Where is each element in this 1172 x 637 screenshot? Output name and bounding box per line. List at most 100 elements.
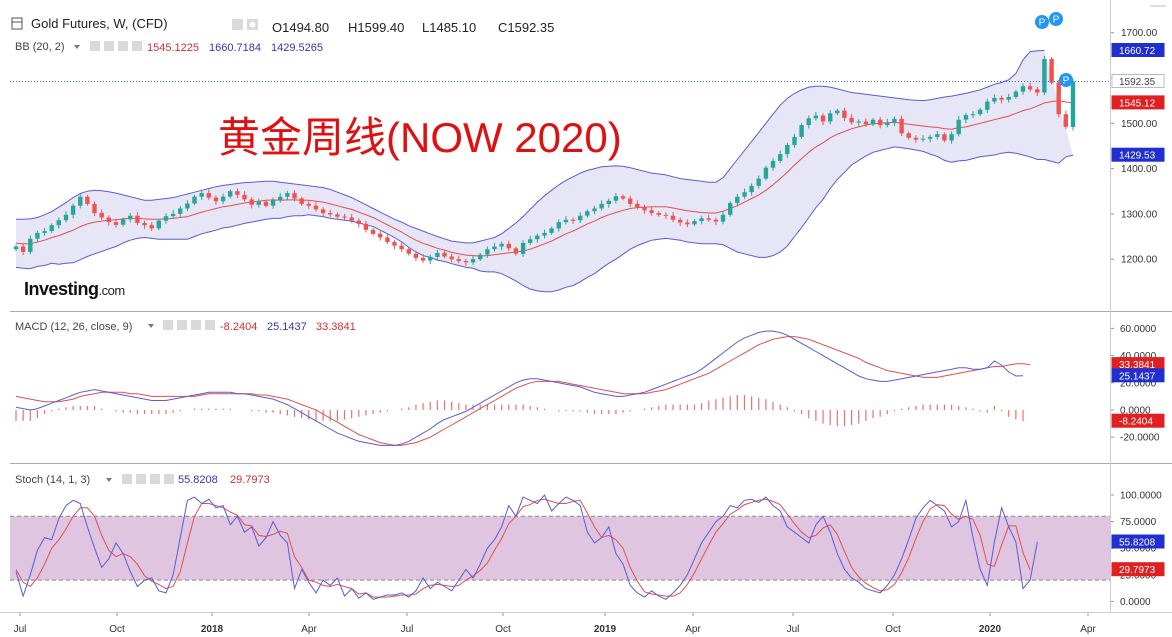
candle — [699, 218, 704, 222]
price-axis-tag-box — [1111, 147, 1165, 162]
pivot-marker-label: P — [1039, 18, 1046, 29]
macd-tick-label: -20.0000 — [1120, 433, 1160, 444]
candle — [1042, 59, 1047, 93]
candle — [185, 203, 190, 209]
macd-tick-label: 0.0000 — [1120, 406, 1151, 417]
candle — [899, 118, 904, 134]
candle — [228, 191, 233, 197]
candle — [499, 243, 504, 247]
candle — [720, 214, 726, 222]
candle — [906, 133, 911, 138]
candle — [170, 213, 176, 217]
candle — [456, 259, 461, 261]
candle — [49, 225, 54, 232]
time-tick-label: Oct — [109, 624, 125, 635]
candle — [442, 252, 447, 257]
candle — [849, 117, 854, 123]
candle — [320, 209, 326, 213]
candle — [428, 256, 433, 261]
time-tick-label: 2020 — [979, 624, 1002, 635]
candle — [549, 228, 554, 233]
candle — [1049, 59, 1054, 83]
candle — [656, 213, 661, 215]
candle — [835, 110, 840, 114]
candle — [242, 194, 247, 200]
price-tick-label: 1200.00 — [1121, 255, 1158, 266]
candle — [342, 216, 347, 218]
candle — [292, 193, 297, 199]
macd-value: 25.1437 — [267, 321, 307, 333]
macd-indicator-label[interactable]: MACD (12, 26, close, 9) — [15, 321, 132, 333]
candle — [406, 249, 411, 254]
ohlc-high: H1599.40 — [348, 20, 404, 35]
candle — [870, 119, 876, 125]
candle — [449, 256, 454, 260]
candle — [628, 198, 633, 204]
macd-axis-tag-box — [1111, 368, 1165, 383]
bb-upper-line — [16, 50, 1045, 244]
bb-indicator-buttons[interactable] — [74, 41, 142, 51]
candle — [306, 203, 311, 206]
candle — [149, 225, 154, 229]
candle — [349, 217, 354, 221]
macd-indicator-buttons[interactable] — [148, 320, 215, 330]
candle — [842, 110, 847, 118]
candle — [285, 193, 290, 197]
time-tick-label: Jul — [14, 624, 27, 635]
price-axis-tag-box — [1111, 43, 1165, 57]
candle — [249, 199, 254, 205]
candle — [749, 185, 754, 193]
candle — [520, 242, 526, 254]
macd-tick-label: 20.0000 — [1120, 378, 1157, 389]
candle — [156, 220, 161, 229]
ohlc-low: L1485.10 — [422, 20, 476, 35]
candle — [106, 217, 111, 222]
candle — [213, 197, 219, 202]
candle — [799, 125, 804, 137]
candle — [1070, 81, 1076, 127]
symbol-title: Gold Futures, W, (CFD) — [31, 16, 168, 31]
candle — [649, 210, 654, 213]
macd-line — [15, 330, 1024, 446]
candle — [356, 220, 361, 224]
overlay-title: 黄金周线(NOW 2020) — [218, 114, 622, 161]
candle — [35, 232, 40, 239]
candle — [878, 119, 883, 126]
candle — [420, 257, 426, 261]
symbol-settings-buttons[interactable] — [232, 19, 258, 30]
candle — [370, 229, 376, 234]
candle — [592, 208, 597, 212]
candle — [1035, 89, 1040, 93]
candle — [735, 196, 740, 203]
candle — [128, 215, 133, 220]
legend-toggle-icon[interactable] — [11, 17, 23, 30]
candle — [820, 115, 826, 122]
stoch-indicator-label[interactable]: Stoch (14, 1, 3) — [15, 474, 90, 486]
candle — [1056, 82, 1061, 115]
macd-pane[interactable] — [10, 313, 1110, 462]
candle — [1063, 114, 1068, 127]
candle — [178, 208, 183, 214]
bb-indicator-label[interactable]: BB (20, 2) — [15, 41, 65, 53]
candle — [856, 121, 861, 123]
stoch-indicator-buttons[interactable] — [106, 474, 174, 484]
candle — [942, 134, 947, 141]
candle — [1027, 86, 1033, 90]
candle — [120, 219, 126, 225]
time-tick-label: Apr — [301, 624, 317, 635]
candle — [13, 246, 19, 250]
candle — [478, 254, 483, 260]
candle — [513, 248, 519, 254]
price-tick-label: 1500.00 — [1121, 119, 1158, 130]
macd-signal-value: 33.3841 — [316, 321, 356, 333]
ohlc-close: C1592.35 — [498, 20, 554, 35]
time-tick-label: 2019 — [594, 624, 617, 635]
pivot-marker — [1059, 73, 1073, 87]
candle — [99, 213, 104, 218]
candle — [770, 160, 776, 168]
candle — [392, 242, 397, 246]
candle — [263, 201, 269, 206]
candle — [863, 121, 869, 125]
candle — [892, 118, 897, 123]
candle — [1020, 86, 1026, 92]
